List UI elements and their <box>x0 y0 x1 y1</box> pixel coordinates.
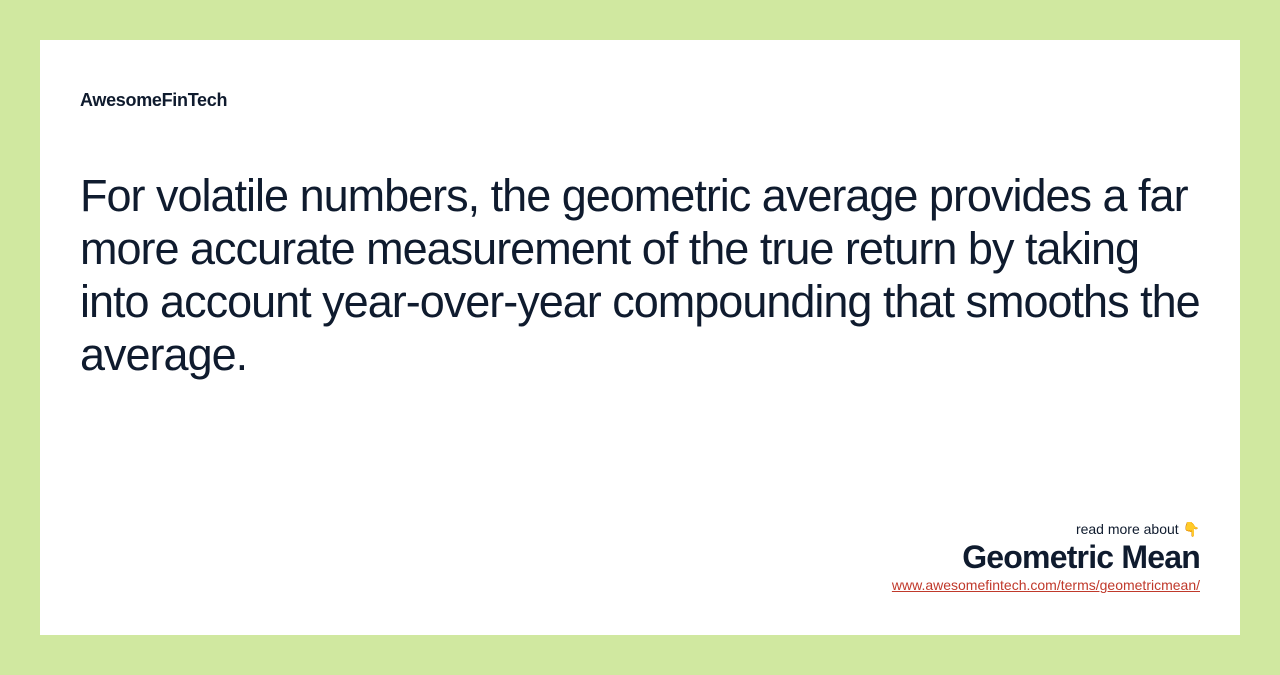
brand-logo: AwesomeFinTech <box>80 90 1200 111</box>
info-card: AwesomeFinTech For volatile numbers, the… <box>40 40 1240 635</box>
read-more-label: read more about 👇 <box>892 521 1200 538</box>
term-link[interactable]: www.awesomefintech.com/terms/geometricme… <box>892 577 1200 593</box>
term-title: Geometric Mean <box>892 540 1200 575</box>
footer-section: read more about 👇 Geometric Mean www.awe… <box>892 521 1200 595</box>
main-description: For volatile numbers, the geometric aver… <box>80 169 1200 381</box>
